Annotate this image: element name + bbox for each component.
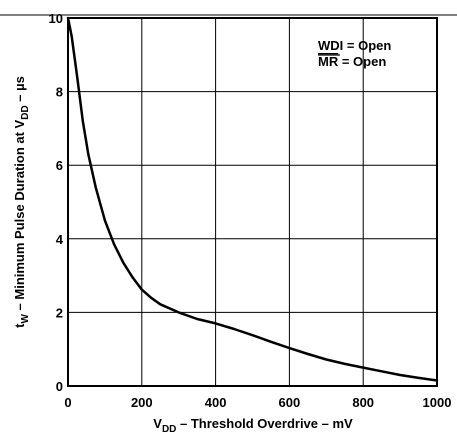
y-tick-label-3: 6 [56, 158, 63, 173]
plot-frame [67, 17, 438, 387]
y-tick-label-1: 2 [56, 305, 63, 320]
x-tick-label-1: 200 [131, 395, 153, 410]
y-axis-label: tW – Minimum Pulse Duration at VDD – µs [12, 76, 31, 328]
y-tick-label-5: 10 [49, 11, 63, 26]
annotation-mr: MR = Open [318, 54, 386, 69]
y-tick-label-0: 0 [56, 379, 63, 394]
x-tick-label-0: 0 [64, 395, 71, 410]
x-tick-label-2: 400 [205, 395, 227, 410]
annotation-wdi: WDI = Open [318, 38, 391, 53]
x-axis-label: VDD – Threshold Overdrive – mV [153, 416, 353, 435]
y-tick-labels: 0 2 4 6 8 10 [49, 11, 64, 394]
x-tick-label-3: 600 [279, 395, 301, 410]
series-line [66, 16, 439, 382]
grid [68, 18, 437, 386]
x-tick-label-5: 1000 [423, 395, 452, 410]
x-tick-label-4: 800 [352, 395, 374, 410]
y-tick-label-2: 4 [56, 232, 64, 247]
y-tick-label-4: 8 [56, 85, 63, 100]
annotation-box: WDI = Open MR = Open [318, 38, 391, 69]
x-tick-labels: 0 200 400 600 800 1000 [64, 395, 451, 410]
